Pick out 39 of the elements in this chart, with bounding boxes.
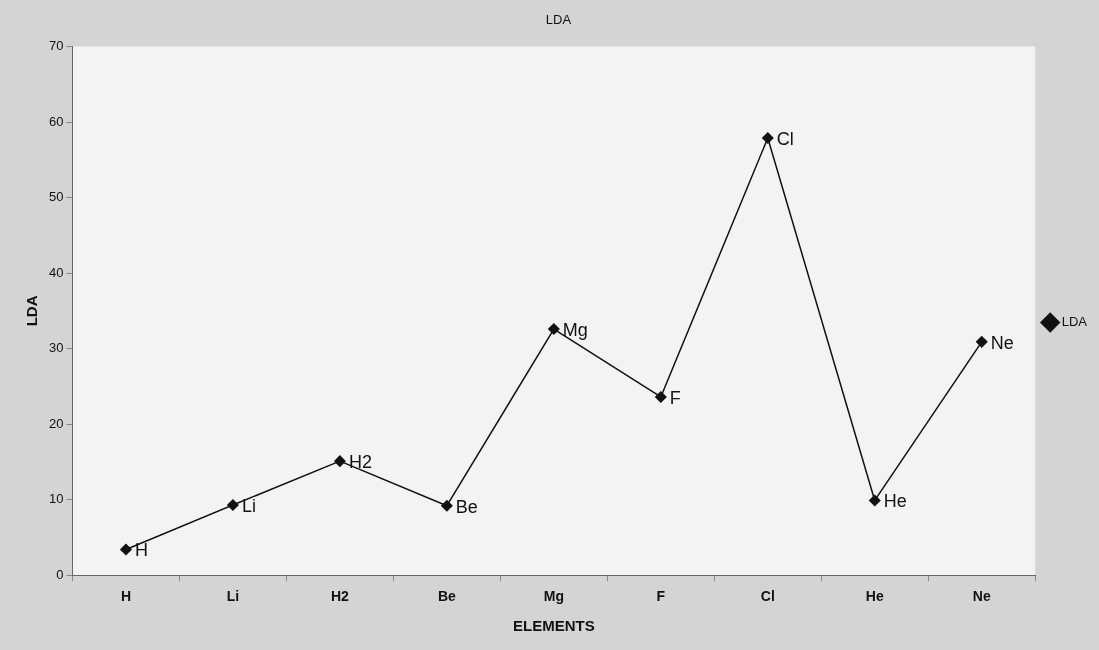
y-tick-label: 20 (48, 415, 64, 431)
point (227, 499, 239, 511)
y-axis-title: LDA (23, 295, 41, 327)
legend-label: LDA (1061, 314, 1088, 330)
annotation: Cl (776, 128, 794, 149)
x-tick-label: He (865, 588, 884, 605)
point (762, 132, 774, 144)
point (548, 323, 560, 335)
x-tick-label: H (120, 588, 132, 605)
annotation: Be (455, 496, 478, 517)
x-tick-label: H2 (330, 588, 350, 605)
point (120, 543, 132, 556)
x-tick-label: F (656, 588, 666, 605)
chart-title: LDA (545, 12, 572, 28)
annotation: He (883, 491, 907, 512)
y-tick-label: 40 (48, 264, 64, 280)
y-tick-label: 10 (48, 491, 64, 507)
annotation: Li (241, 495, 256, 516)
x-tick-label: Li (226, 588, 240, 605)
point (869, 494, 881, 507)
annotation: H2 (348, 452, 372, 473)
y-tick-label: 0 (56, 566, 64, 582)
point (655, 391, 667, 403)
annotation: Ne (990, 332, 1014, 353)
y-tick-label: 30 (48, 340, 64, 356)
point (334, 455, 346, 467)
point (975, 336, 988, 348)
x-tick-label: Cl (760, 588, 775, 605)
y-tick-label: 60 (48, 113, 64, 129)
x-tick-label: Be (437, 588, 457, 605)
x-tick-label: Ne (972, 588, 991, 605)
y-tick-label: 70 (48, 38, 64, 54)
annotation: H (134, 540, 148, 561)
annotation: Mg (562, 319, 588, 340)
annotation: F (669, 387, 681, 408)
y-tick-label: 50 (48, 189, 64, 205)
x-tick-label: Mg (543, 588, 564, 605)
point (441, 499, 453, 512)
x-axis-title: ELEMENTS (512, 617, 595, 635)
